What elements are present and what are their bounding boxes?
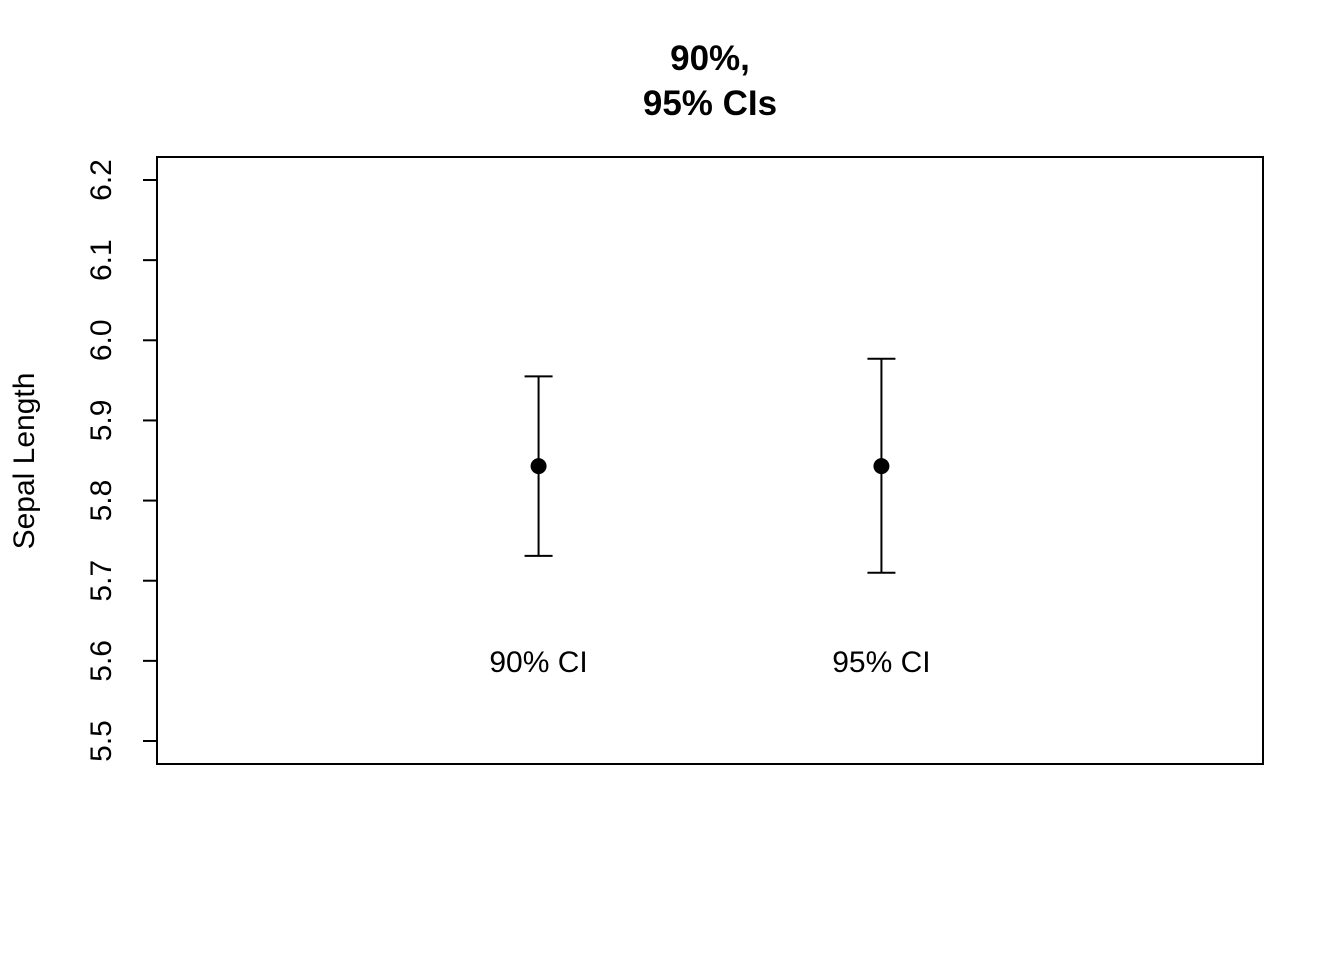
y-tick-label: 6.2 (85, 159, 118, 201)
ci-label: 90% CI (489, 646, 587, 679)
plot-frame (156, 156, 1264, 765)
y-tick-label: 5.6 (85, 640, 118, 682)
ci-point-estimate (873, 458, 890, 475)
chart-title-line-1: 90%, (670, 39, 750, 78)
chart-title: 90%, 95% CIs (643, 39, 777, 123)
y-tick-label: 5.8 (85, 480, 118, 522)
y-tick-label: 6.1 (85, 239, 118, 281)
y-tick-label: 5.7 (85, 560, 118, 602)
ci-label: 95% CI (832, 646, 930, 679)
chart-title-line-2: 95% CIs (643, 84, 777, 123)
y-axis: 5.5 5.6 5.7 5.8 5.9 6.0 6.1 6.2 (85, 159, 158, 762)
y-tick-label: 5.5 (85, 720, 118, 762)
ci-point-estimate (530, 458, 547, 475)
interval-marks: 90% CI 95% CI (489, 357, 931, 679)
y-axis-label: Sepal Length (8, 373, 41, 550)
y-tick-label: 5.9 (85, 400, 118, 442)
y-tick-label: 6.0 (85, 319, 118, 361)
